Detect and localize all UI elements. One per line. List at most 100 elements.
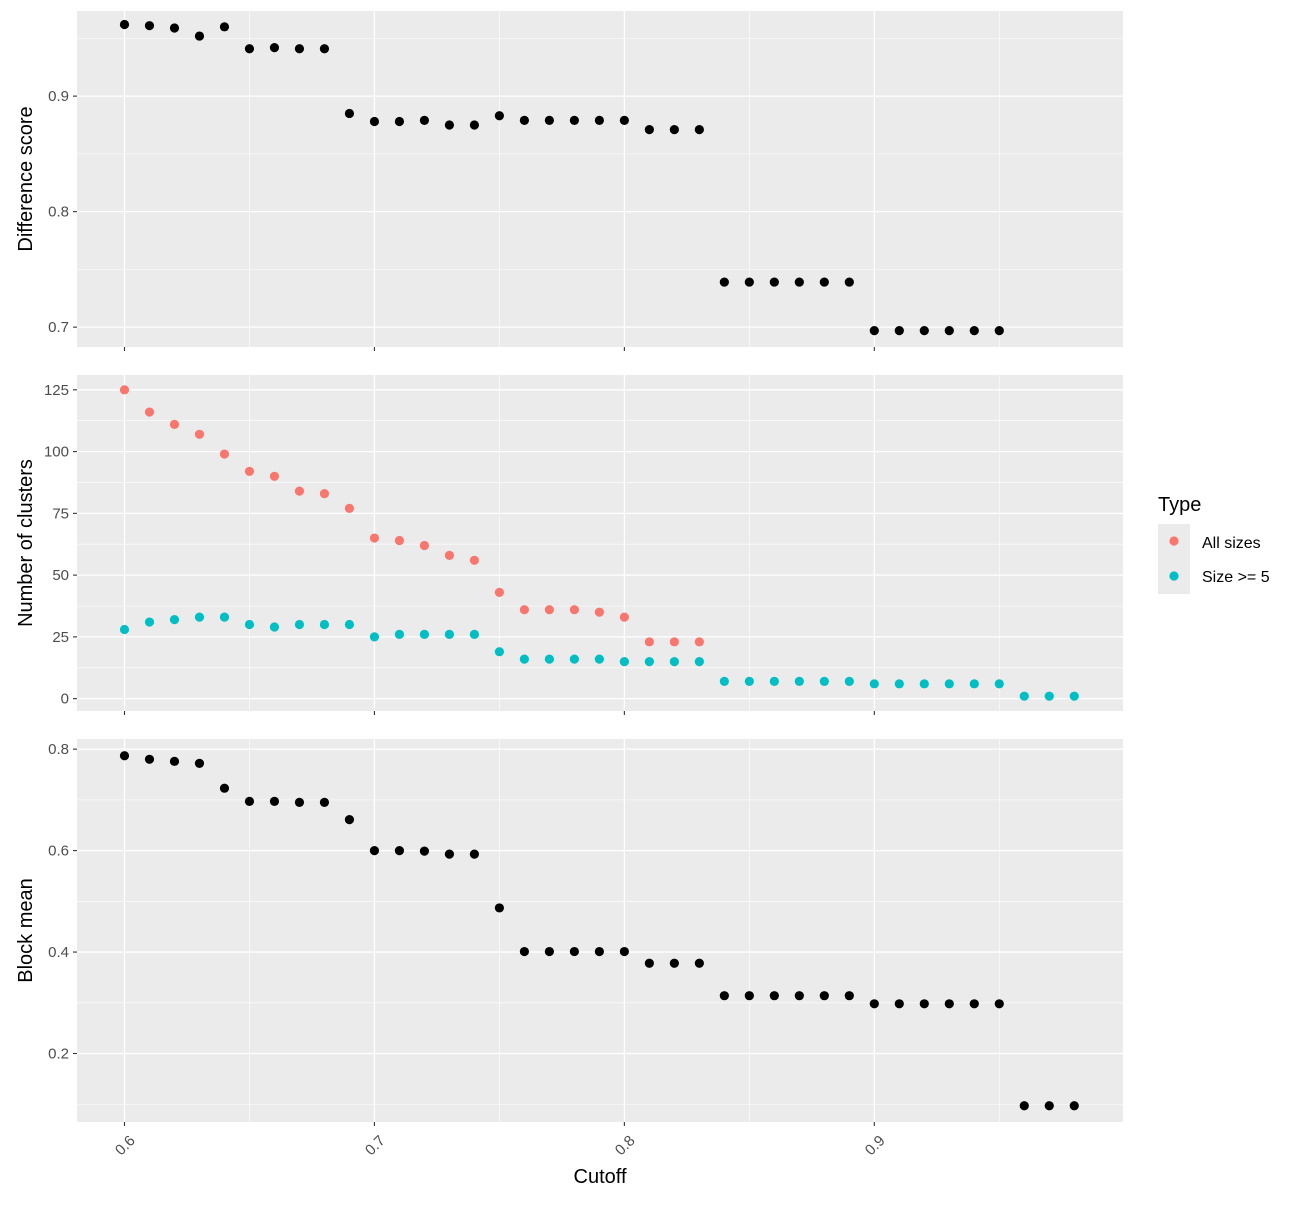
data-point bbox=[619, 115, 629, 125]
data-point bbox=[319, 488, 330, 499]
data-point bbox=[469, 629, 480, 640]
y-tick-label: 50 bbox=[52, 567, 69, 584]
y-tick-label: 75 bbox=[52, 505, 69, 522]
data-point bbox=[669, 958, 679, 968]
data-point bbox=[169, 419, 180, 430]
data-point bbox=[244, 466, 255, 476]
data-point bbox=[869, 325, 879, 336]
data-point bbox=[919, 999, 929, 1009]
y-tick-label: 0.6 bbox=[48, 843, 69, 860]
data-point bbox=[969, 325, 979, 336]
y-tick-label: 0.7 bbox=[48, 319, 69, 336]
data-point bbox=[294, 486, 305, 496]
data-point bbox=[1019, 1101, 1029, 1111]
panel-background bbox=[77, 11, 1123, 347]
x-tick-label: 0.9 bbox=[862, 1132, 889, 1159]
data-point bbox=[569, 654, 579, 664]
data-point bbox=[119, 19, 130, 30]
data-point bbox=[469, 555, 480, 565]
data-point bbox=[1044, 691, 1054, 701]
data-point bbox=[619, 656, 629, 667]
data-point bbox=[219, 783, 230, 793]
data-point bbox=[394, 846, 405, 856]
data-point bbox=[1069, 691, 1079, 701]
data-point bbox=[894, 325, 904, 336]
x-axis-title: Cutoff bbox=[574, 1166, 627, 1188]
data-point bbox=[1069, 1101, 1079, 1111]
data-point bbox=[744, 991, 754, 1001]
data-point bbox=[969, 999, 979, 1009]
legend: Type All sizes Size >= 5 bbox=[1158, 494, 1270, 594]
data-point bbox=[294, 44, 305, 54]
data-point bbox=[819, 991, 829, 1001]
data-point bbox=[269, 622, 280, 632]
legend-key-size-ge-5 bbox=[1169, 571, 1179, 581]
panels-layer: 0.7 0.8 0.9 Difference score 0 25 50 75 100 125 Nu… bbox=[15, 11, 1123, 1126]
data-point bbox=[594, 607, 604, 617]
data-point bbox=[644, 958, 654, 968]
data-point bbox=[644, 125, 654, 135]
data-point bbox=[444, 550, 455, 560]
data-point bbox=[544, 605, 554, 615]
data-point bbox=[519, 946, 529, 957]
y-tick-label: 0.8 bbox=[48, 741, 69, 758]
data-point bbox=[569, 605, 579, 615]
data-point bbox=[744, 676, 754, 686]
data-point bbox=[219, 612, 230, 622]
data-point bbox=[169, 614, 180, 625]
data-point bbox=[444, 629, 455, 640]
data-point bbox=[394, 535, 405, 546]
data-point bbox=[719, 277, 729, 287]
data-point bbox=[994, 325, 1004, 336]
legend-title: Type bbox=[1158, 494, 1201, 516]
data-point bbox=[669, 125, 679, 135]
y-axis-title: Difference score bbox=[15, 106, 37, 251]
data-point bbox=[644, 637, 654, 647]
data-point bbox=[994, 999, 1004, 1009]
data-point bbox=[1019, 691, 1029, 701]
y-tick-label: 0.8 bbox=[48, 204, 69, 221]
data-point bbox=[494, 903, 504, 913]
data-point bbox=[944, 999, 954, 1009]
data-point bbox=[794, 277, 804, 287]
data-point bbox=[194, 758, 205, 768]
data-point bbox=[694, 656, 704, 667]
data-point bbox=[469, 849, 480, 859]
data-point bbox=[719, 991, 729, 1001]
data-point bbox=[519, 605, 529, 615]
data-point bbox=[244, 796, 255, 806]
data-point bbox=[194, 612, 205, 622]
data-point bbox=[819, 277, 829, 287]
data-point bbox=[119, 385, 130, 395]
data-point bbox=[769, 277, 779, 287]
data-point bbox=[344, 108, 355, 119]
series-all-sizes bbox=[119, 385, 704, 647]
data-point bbox=[769, 676, 779, 686]
data-point bbox=[344, 619, 355, 630]
x-axis: 0.6 0.7 0.8 0.9 bbox=[112, 1132, 889, 1159]
data-point bbox=[594, 115, 604, 125]
data-point bbox=[844, 991, 854, 1001]
series-difference bbox=[119, 19, 1004, 336]
data-point bbox=[544, 654, 554, 664]
data-point bbox=[494, 111, 504, 121]
data-point bbox=[994, 679, 1004, 689]
data-point bbox=[894, 679, 904, 689]
data-point bbox=[694, 125, 704, 135]
data-point bbox=[194, 429, 205, 439]
panel-block: 0.2 0.4 0.6 0.8 Block mean bbox=[15, 739, 1123, 1126]
data-point bbox=[219, 449, 230, 459]
data-point bbox=[419, 846, 430, 856]
data-point bbox=[944, 679, 954, 689]
data-point bbox=[319, 44, 330, 54]
data-point bbox=[169, 756, 180, 766]
y-tick-label: 0.2 bbox=[48, 1046, 69, 1063]
data-point bbox=[494, 587, 504, 598]
data-point bbox=[744, 277, 754, 287]
data-point bbox=[619, 612, 629, 622]
data-point bbox=[969, 679, 979, 689]
y-tick-label: 0.9 bbox=[48, 88, 69, 105]
data-point bbox=[369, 846, 380, 856]
